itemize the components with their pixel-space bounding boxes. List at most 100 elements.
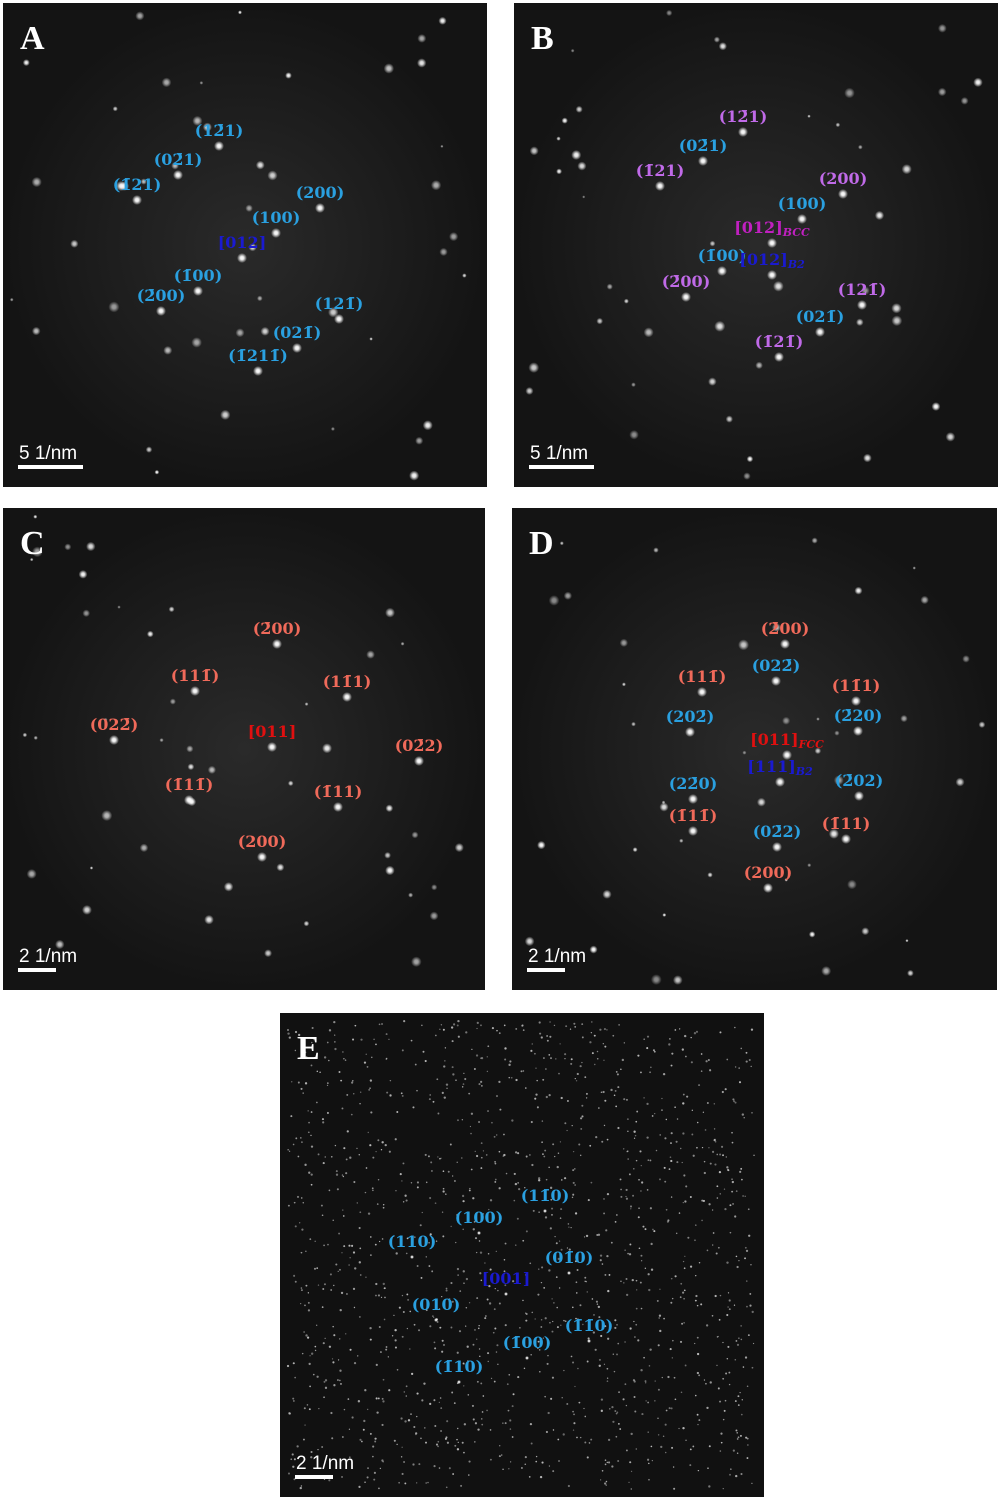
spot (411, 831, 419, 839)
spot (456, 1351, 459, 1354)
index-text: [012] (218, 233, 267, 252)
spot (420, 1276, 423, 1279)
spot (633, 1320, 635, 1323)
spot (238, 10, 242, 15)
spot (574, 1078, 576, 1080)
spot (253, 366, 263, 376)
spot (324, 1156, 327, 1158)
spot (33, 514, 38, 519)
spot (613, 1370, 616, 1373)
spot (377, 1178, 380, 1181)
spot (659, 1329, 662, 1333)
spot (316, 1267, 319, 1269)
spot (383, 63, 395, 74)
spot (112, 106, 118, 112)
spot (504, 1047, 507, 1050)
spot (474, 1237, 478, 1240)
spot (323, 1396, 325, 1399)
spot (616, 1411, 619, 1414)
spot (718, 1171, 722, 1174)
spot (720, 1145, 724, 1148)
miller-index: (100) (778, 194, 827, 213)
spot (518, 1188, 521, 1191)
spot (204, 914, 214, 925)
spot (649, 1159, 652, 1162)
spot (406, 1327, 409, 1330)
spot (465, 1325, 467, 1327)
spot (742, 750, 747, 755)
spot (739, 1170, 742, 1173)
spot (581, 1061, 583, 1064)
spot (382, 1203, 385, 1206)
spot (537, 1347, 539, 1350)
spot (419, 1224, 422, 1227)
index-text: (2̄00) (253, 619, 302, 638)
spot (480, 1418, 483, 1420)
spot (626, 1098, 628, 1101)
spot (451, 1175, 454, 1177)
spot (442, 1028, 445, 1031)
spot (615, 1105, 618, 1108)
spot (407, 1298, 410, 1301)
spot (671, 1297, 674, 1300)
spot (81, 904, 92, 915)
spot (348, 1264, 350, 1266)
spot (632, 1194, 635, 1197)
spot (524, 936, 535, 947)
spot (570, 1062, 573, 1065)
spot (682, 1291, 685, 1294)
spot (328, 1029, 332, 1032)
index-text: (2̄02) (835, 771, 884, 790)
spot (650, 1242, 653, 1246)
index-text: (12̄1) (195, 121, 244, 140)
spot (326, 1111, 329, 1114)
spot (418, 1463, 421, 1466)
spot (364, 1191, 367, 1194)
index-text: (022̄) (752, 656, 801, 675)
spot (311, 1026, 314, 1030)
spot (570, 1226, 572, 1229)
spot (834, 730, 840, 736)
spot (9, 297, 14, 302)
spot (528, 362, 540, 373)
spot (323, 1380, 326, 1383)
spot (287, 1148, 289, 1151)
spot (345, 1158, 348, 1161)
spot (565, 1025, 568, 1028)
miller-index: (200) (238, 832, 287, 851)
spot (624, 1341, 626, 1343)
spot (638, 1178, 640, 1181)
spot (535, 1093, 538, 1096)
spot (748, 1234, 751, 1237)
spot (978, 721, 986, 729)
spot (413, 1425, 416, 1429)
spot (340, 1079, 343, 1082)
spot (375, 1294, 377, 1297)
spot (571, 149, 582, 160)
miller-index: (022̄) (90, 715, 139, 734)
spot (714, 1163, 717, 1166)
spot (564, 1320, 567, 1323)
spot (442, 1343, 446, 1347)
spot (657, 1344, 660, 1347)
spot (457, 1019, 460, 1023)
spot (586, 1456, 589, 1459)
spot (373, 1478, 376, 1481)
spot (665, 1409, 668, 1412)
spot (455, 1241, 457, 1244)
spot (365, 1276, 367, 1278)
spot (439, 247, 448, 257)
spot (434, 1347, 437, 1350)
spot (385, 1346, 388, 1348)
spot (272, 639, 282, 649)
spot (437, 1445, 439, 1448)
spot (704, 1129, 707, 1131)
spot (559, 1141, 562, 1143)
index-text: (010) (412, 1295, 461, 1314)
spot (477, 1231, 481, 1235)
spot (479, 1251, 483, 1254)
spot (750, 1264, 752, 1266)
spot (398, 1306, 401, 1309)
spot (673, 1376, 676, 1379)
